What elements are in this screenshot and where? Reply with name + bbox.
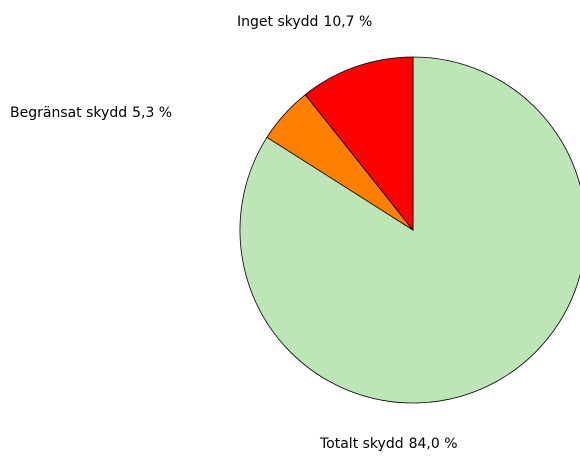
slice-label: Totalt skydd 84,0 %: [319, 436, 458, 452]
slice-label: Begränsat skydd 5,3 %: [10, 105, 172, 121]
category-name: Inget skydd: [237, 14, 318, 30]
value-label: 5,3 %: [132, 105, 172, 121]
value-label: 84,0 %: [409, 436, 458, 452]
pie-slice: [239, 56, 580, 404]
value-label: 10,7 %: [323, 14, 372, 30]
pie-slice: [304, 56, 414, 232]
slice-label: Inget skydd 10,7 %: [237, 14, 372, 30]
category-name: Begränsat skydd: [10, 105, 127, 121]
category-name: Totalt skydd: [319, 436, 404, 452]
